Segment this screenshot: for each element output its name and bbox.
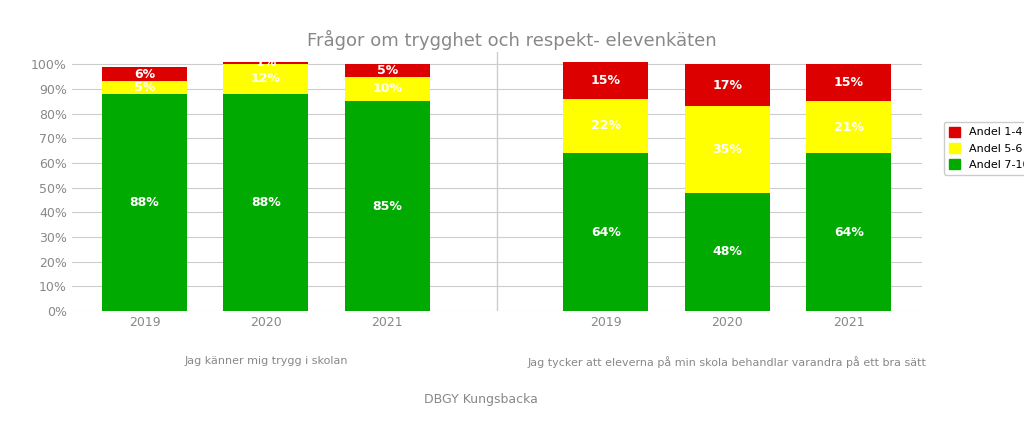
Text: 5%: 5% xyxy=(134,81,156,94)
Bar xyxy=(102,82,187,94)
Bar xyxy=(806,101,891,153)
Bar xyxy=(806,153,891,311)
Text: 64%: 64% xyxy=(834,226,863,238)
Bar xyxy=(563,62,648,99)
Bar xyxy=(345,101,430,311)
Text: 10%: 10% xyxy=(373,83,402,95)
Text: 15%: 15% xyxy=(834,76,864,89)
Text: 1%: 1% xyxy=(255,57,276,70)
Text: 85%: 85% xyxy=(373,200,402,213)
Bar xyxy=(223,94,308,311)
Bar xyxy=(223,62,308,64)
Text: 88%: 88% xyxy=(130,196,160,209)
Bar xyxy=(806,64,891,101)
Text: 88%: 88% xyxy=(251,196,281,209)
Text: 15%: 15% xyxy=(591,74,621,87)
Legend: Andel 1-4, Andel 5-6, Andel 7-10: Andel 1-4, Andel 5-6, Andel 7-10 xyxy=(944,122,1024,175)
Text: Frågor om trygghet och respekt- elevenkäten: Frågor om trygghet och respekt- elevenkä… xyxy=(307,30,717,50)
Text: 12%: 12% xyxy=(251,73,281,86)
Text: 64%: 64% xyxy=(591,226,621,238)
Bar xyxy=(685,193,770,311)
Text: 35%: 35% xyxy=(713,143,742,156)
Text: Jag känner mig trygg i skolan: Jag känner mig trygg i skolan xyxy=(184,356,348,366)
Bar xyxy=(563,99,648,153)
Text: 5%: 5% xyxy=(377,64,398,77)
Text: 17%: 17% xyxy=(713,79,742,92)
Text: 22%: 22% xyxy=(591,119,621,132)
Text: 6%: 6% xyxy=(134,67,155,80)
Bar xyxy=(563,153,648,311)
Bar xyxy=(345,64,430,76)
Bar xyxy=(102,94,187,311)
Bar xyxy=(685,64,770,106)
Bar xyxy=(345,76,430,101)
Bar xyxy=(102,67,187,82)
Text: Jag tycker att eleverna på min skola behandlar varandra på ett bra sätt: Jag tycker att eleverna på min skola beh… xyxy=(528,356,927,368)
Text: 21%: 21% xyxy=(834,121,864,133)
Bar xyxy=(223,64,308,94)
Text: 48%: 48% xyxy=(713,245,742,258)
Text: DBGY Kungsbacka: DBGY Kungsbacka xyxy=(424,393,539,406)
Bar xyxy=(685,106,770,193)
